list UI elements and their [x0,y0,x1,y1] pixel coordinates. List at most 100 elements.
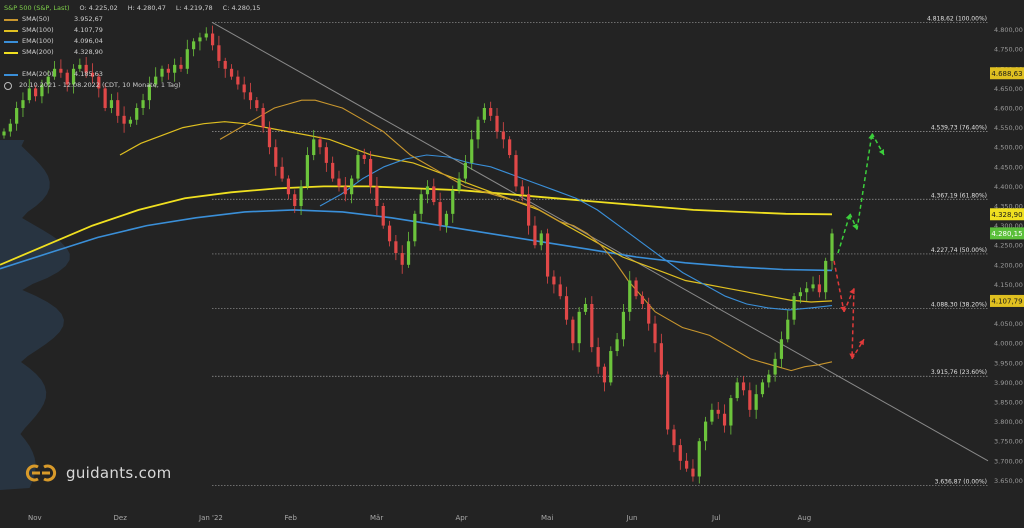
y-tick-label: 4.200,00 [994,261,1023,269]
fib-level-label: 4.539,73 (76.40%) [931,125,987,132]
legend-ema100[interactable]: EMA(100) 4.096,04 [4,36,266,47]
y-tick-label: 4.300,00 [994,222,1023,230]
candle-body [381,206,385,226]
y-tick-label: 3.650,00 [994,477,1023,485]
price-badge-label: 4.280,15 [991,230,1022,238]
guidants-logo[interactable]: guidants.com [24,463,172,483]
bull-arrow-4-head [878,149,884,156]
candle-body [735,382,739,399]
candle-body [722,413,727,426]
candle-body [198,37,202,42]
candle-body [489,108,493,116]
candle-body [476,119,480,140]
candle-body [805,288,809,293]
candle-body [470,139,474,163]
x-tick-label: Jun [626,514,638,522]
y-tick-label: 3.900,00 [994,379,1023,387]
candle-body [748,390,752,410]
y-tick-label: 3.800,00 [994,418,1023,426]
bear-arrow-3-head [849,353,856,359]
candle-body [779,339,784,359]
legend-sma200[interactable]: SMA(200) 4.328,90 [4,47,266,58]
y-tick-label: 4.650,00 [994,85,1023,93]
candle-body [299,186,303,206]
candle-body [760,382,765,395]
ohlc-low: L: 4.219,78 [175,4,213,12]
ema100-line [319,154,833,311]
candle-body [210,33,215,46]
candle-body [628,280,632,312]
candle-body [166,68,170,73]
candle-body [817,284,821,293]
candle-body [15,108,19,124]
y-tick-label: 4.500,00 [994,144,1023,152]
y-tick-label: 4.400,00 [994,183,1023,191]
y-tick-label: 4.800,00 [994,26,1023,34]
candle-body [527,194,531,226]
y-tick-label: 4.750,00 [994,46,1023,54]
candle-body [830,233,834,261]
candle-body [343,186,347,195]
candle-body [615,339,619,352]
candle-body [52,68,57,77]
ema200-value: 4.185,63 [74,70,103,78]
price-badge-label: 4.688,63 [991,70,1022,78]
candle-body [78,64,82,69]
candle-body [545,233,550,277]
bear-arrow-4 [851,338,865,360]
legend-title-row: S&P 500 (S&P, Last) O: 4.225,02 H: 4.280… [4,3,266,14]
candle-body [305,155,309,187]
candle-body [729,398,733,426]
candle-body [798,292,802,297]
sma50-value: 3.952,67 [74,15,103,23]
legend-sma100[interactable]: SMA(100) 4.107,79 [4,25,266,36]
candle-body [71,68,76,85]
sma50-line [219,99,833,372]
candle-body [514,155,518,187]
candle-body [425,186,430,195]
y-tick-label: 4.550,00 [994,124,1023,132]
time-range-meta: 20.10.2021 - 12.08.2022 (CDT, 10 Monate,… [19,81,181,89]
candle-body [400,253,404,265]
candle-body [685,460,689,469]
candle-body [274,147,278,167]
y-tick-label: 4.450,00 [994,163,1023,171]
x-tick-label: Feb [285,514,298,522]
candle-body [602,366,607,383]
candle-body [122,115,126,124]
candle-body [678,445,682,461]
candle-body [583,304,588,312]
candle-body [286,178,291,195]
candle-body [337,178,341,187]
candle-body [109,100,114,108]
candle-body [596,347,600,367]
legend-ema200[interactable]: EMA(200) 4.185,63 [4,69,266,80]
trend-line [211,21,989,462]
candle-body [482,108,486,120]
x-tick-label: Nov [28,514,42,522]
y-tick-label: 4.050,00 [994,320,1023,328]
candle-body [571,319,575,344]
candle-body [444,213,449,226]
ohlc-high: H: 4.280,47 [127,4,166,12]
sma50-name: SMA(50) [22,15,50,23]
candle-body [242,84,246,93]
candle-body [659,343,663,375]
x-tick-label: Jan '22 [198,514,223,522]
candle-body [223,60,227,69]
candle-body [703,421,708,442]
candle-body [413,213,417,242]
candle-body [173,64,177,73]
bull-arrow-3 [856,133,873,230]
candle-body [356,155,360,179]
candle-body [34,88,38,97]
candle-body [590,304,594,348]
x-tick-label: Aug [798,514,812,522]
logo-text: guidants.com [66,464,172,482]
chart-legend: S&P 500 (S&P, Last) O: 4.225,02 H: 4.280… [4,3,266,91]
legend-sma50[interactable]: SMA(50) 3.952,67 [4,14,266,25]
bull-arrow-3-head [868,133,875,140]
candle-body [647,304,651,324]
candle-body [46,76,50,85]
price-badge [990,227,1024,240]
